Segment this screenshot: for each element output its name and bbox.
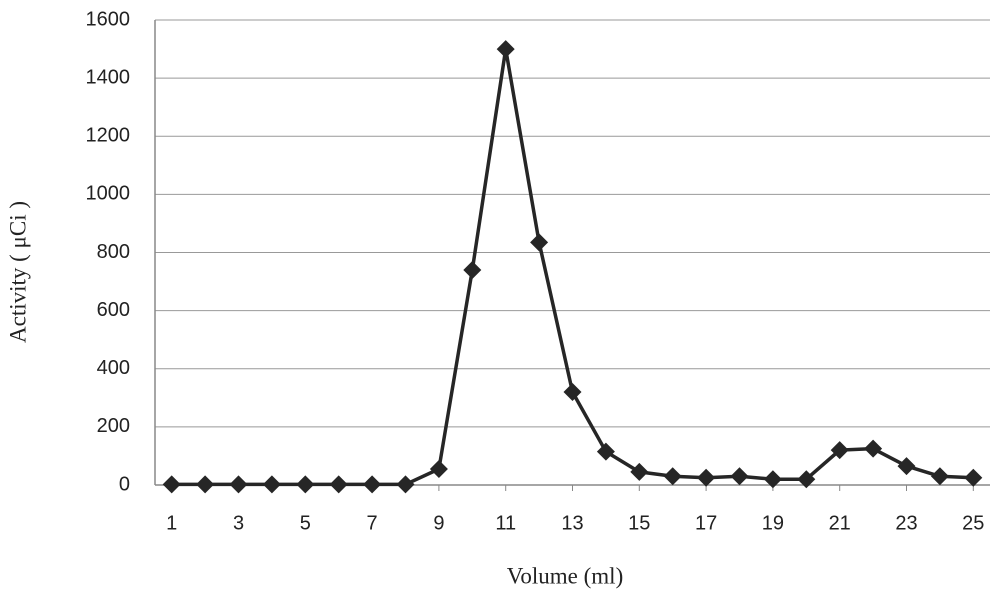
x-tick-label: 3 [233,512,244,534]
data-point [864,439,883,458]
x-tick-label: 17 [695,512,717,534]
data-point [329,475,348,494]
data-point [930,467,949,486]
y-tick-label: 1400 [86,66,131,88]
data-point [730,467,749,486]
data-point [429,460,448,479]
y-tick-label: 400 [97,357,130,379]
y-tick-label: 200 [97,415,130,437]
x-tick-label: 19 [762,512,784,534]
y-tick-label: 800 [97,241,130,263]
data-point [229,475,248,494]
x-tick-label: 11 [495,512,516,534]
x-tick-label: 13 [561,512,583,534]
x-tick-label: 7 [367,512,378,534]
x-tick-label: 15 [628,512,650,534]
x-tick-label: 23 [895,512,917,534]
x-tick-label: 9 [433,512,444,534]
data-point [162,475,181,494]
data-point [296,475,315,494]
y-tick-label: 600 [97,299,130,321]
data-point [463,260,482,279]
y-tick-label: 1200 [86,125,131,147]
x-tick-label: 25 [962,512,984,534]
data-point [964,468,983,487]
data-line [171,47,974,487]
data-point [630,462,649,481]
data-point [897,457,916,476]
data-point [563,383,582,401]
data-point [797,470,816,489]
data-point [830,441,849,460]
y-tick-label: 0 [119,473,130,495]
data-point [262,475,281,494]
data-point [697,468,716,487]
x-tick-label: 21 [829,512,851,534]
y-axis-title: Activity ( μCi ) [5,201,30,343]
data-point [496,40,515,59]
data-point [763,470,782,489]
x-tick-label: 5 [300,512,311,534]
data-point [663,467,682,486]
y-tick-label: 1600 [86,8,131,30]
x-axis-title: Volume (ml) [507,563,623,588]
x-tick-label: 1 [166,512,177,534]
data-point [530,233,549,252]
y-tick-label: 1000 [86,183,131,205]
data-point [363,475,382,494]
data-point [596,442,615,461]
data-point [196,475,215,494]
data-point [396,475,415,494]
grid [155,19,990,486]
